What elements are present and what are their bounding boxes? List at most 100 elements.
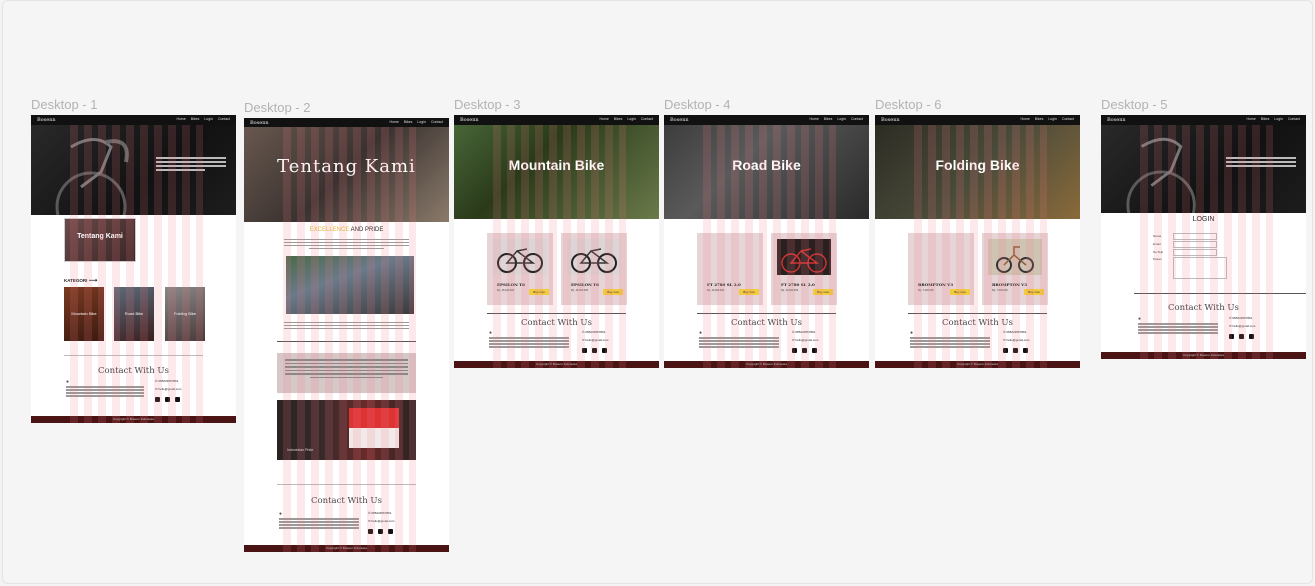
nav-home[interactable]: Home [1246,117,1256,121]
brand-logo[interactable]: Bosenn [37,117,56,123]
product-card[interactable]: BROMPTON V3 Rp. 7.200.000 Buy now [908,233,974,305]
nav-login[interactable]: Login [1048,117,1057,121]
buy-now-button[interactable]: Buy now [603,289,623,295]
nav-bikes[interactable]: Bikes [1260,117,1270,121]
name-input[interactable] [1173,233,1217,240]
frame-label-desktop-5[interactable]: Desktop - 5 [1101,97,1168,112]
contact-email[interactable]: hello@gmail.com [1232,324,1256,328]
nav-contact[interactable]: Contact [1061,117,1074,121]
nav-login[interactable]: Login [204,117,213,121]
facebook-icon[interactable] [388,529,393,534]
contact-phone[interactable]: 085234567891 [795,330,816,334]
nav-home[interactable]: Home [599,117,609,121]
brand-logo[interactable]: Bosenn [250,120,269,126]
product-name: FT 2780 SL 2.0 [707,282,741,287]
nav-bikes[interactable]: Bikes [613,117,623,121]
brand-logo[interactable]: Bosenn [881,117,900,123]
youtube-icon[interactable] [802,348,807,353]
nav-login[interactable]: Login [837,117,846,121]
frame-desktop-1[interactable]: Bosenn Home Bikes Login Contact Tentang … [31,115,236,423]
instagram-icon[interactable] [1229,334,1234,339]
frame-desktop-2[interactable]: Tentang Kami Bosenn Home Bikes Login Con… [244,118,449,552]
cyclists-photo [286,256,414,314]
contact-phone[interactable]: 085234567891 [1232,316,1253,320]
facebook-icon[interactable] [602,348,607,353]
buy-now-button[interactable]: Buy now [813,289,833,295]
flag-white [349,428,399,448]
instagram-icon[interactable] [1003,348,1008,353]
product-card[interactable]: BROMPTON V3 Rp. 7.200.000 Buy now [982,233,1048,305]
mail-icon: ✉ [368,519,371,523]
frame-desktop-5[interactable]: Bosenn Home Bikes Login Contact LOGIN Na… [1101,115,1306,359]
instagram-icon[interactable] [368,529,373,534]
youtube-icon[interactable] [592,348,597,353]
nav-login[interactable]: Login [417,120,426,124]
brand-logo[interactable]: Bosenn [1107,117,1126,123]
nav-bikes[interactable]: Bikes [403,120,413,124]
facebook-icon[interactable] [1249,334,1254,339]
frame-label-desktop-1[interactable]: Desktop - 1 [31,97,98,112]
nav-bikes[interactable]: Bikes [190,117,200,121]
nav-contact[interactable]: Contact [1287,117,1300,121]
frame-desktop-4[interactable]: Road Bike Bosenn Home Bikes Login Contac… [664,115,869,368]
about-card[interactable]: Tentang Kami [64,218,136,262]
contact-email[interactable]: hello@gmail.com [158,387,182,391]
nav-contact[interactable]: Contact [430,120,443,124]
youtube-icon[interactable] [1013,348,1018,353]
instagram-icon[interactable] [582,348,587,353]
frame-label-desktop-4[interactable]: Desktop - 4 [664,97,731,112]
contact-email[interactable]: hello@gmail.com [371,519,395,523]
category-card-mountain[interactable]: Mountain Bike [64,287,104,341]
nav-bikes[interactable]: Bikes [823,117,833,121]
email-input[interactable] [1173,241,1217,248]
contact-email[interactable]: hello@gmail.com [585,338,609,342]
nav-contact[interactable]: Contact [217,117,230,121]
instagram-icon[interactable] [155,397,160,402]
phone-input[interactable] [1173,249,1217,256]
buy-now-button[interactable]: Buy now [529,289,549,295]
nav-login[interactable]: Login [1274,117,1283,121]
youtube-icon[interactable] [1239,334,1244,339]
product-price: Rp. 46.400.000 [571,289,589,292]
frame-desktop-3[interactable]: Mountain Bike Bosenn Home Bikes Login Co… [454,115,659,368]
message-textarea[interactable] [1173,257,1227,279]
facebook-icon[interactable] [175,397,180,402]
nav-contact[interactable]: Contact [850,117,863,121]
category-card-folding[interactable]: Folding Bike [165,287,205,341]
nav-home[interactable]: Home [1020,117,1030,121]
contact-phone[interactable]: 085234567891 [158,379,179,383]
product-image [914,239,968,275]
contact-email[interactable]: hello@gmail.com [795,338,819,342]
phone-icon: ✆ [155,379,158,383]
category-card-road[interactable]: Road Bike [114,287,154,341]
facebook-icon[interactable] [812,348,817,353]
contact-phone[interactable]: 085234567891 [371,511,392,515]
nav-contact[interactable]: Contact [640,117,653,121]
divider [908,313,1047,314]
buy-now-button[interactable]: Buy now [739,289,759,295]
frame-label-desktop-6[interactable]: Desktop - 6 [875,97,942,112]
nav-login[interactable]: Login [627,117,636,121]
facebook-icon[interactable] [1023,348,1028,353]
instagram-icon[interactable] [792,348,797,353]
product-card[interactable]: FT 2780 SL 2.0 Rp. 24.600.000 Buy now [697,233,763,305]
frame-desktop-6[interactable]: Folding Bike Bosenn Home Bikes Login Con… [875,115,1080,368]
youtube-icon[interactable] [378,529,383,534]
youtube-icon[interactable] [165,397,170,402]
brand-logo[interactable]: Bosenn [460,117,479,123]
contact-email[interactable]: hello@gmail.com [1006,338,1030,342]
product-card[interactable]: FT 2780 SL 2.0 Rp. 24.600.000 Buy now [771,233,837,305]
contact-phone[interactable]: 085234567891 [585,330,606,334]
buy-now-button[interactable]: Buy now [1024,289,1044,295]
nav-bikes[interactable]: Bikes [1034,117,1044,121]
buy-now-button[interactable]: Buy now [950,289,970,295]
nav-home[interactable]: Home [389,120,399,124]
frame-label-desktop-2[interactable]: Desktop - 2 [244,100,311,115]
brand-logo[interactable]: Bosenn [670,117,689,123]
frame-label-desktop-3[interactable]: Desktop - 3 [454,97,521,112]
contact-phone[interactable]: 085234567891 [1006,330,1027,334]
nav-home[interactable]: Home [176,117,186,121]
product-card[interactable]: EPSILON T6 Rp. 46.400.000 Buy now [561,233,627,305]
product-card[interactable]: EPSILON T6 Rp. 46.400.000 Buy now [487,233,553,305]
nav-home[interactable]: Home [809,117,819,121]
